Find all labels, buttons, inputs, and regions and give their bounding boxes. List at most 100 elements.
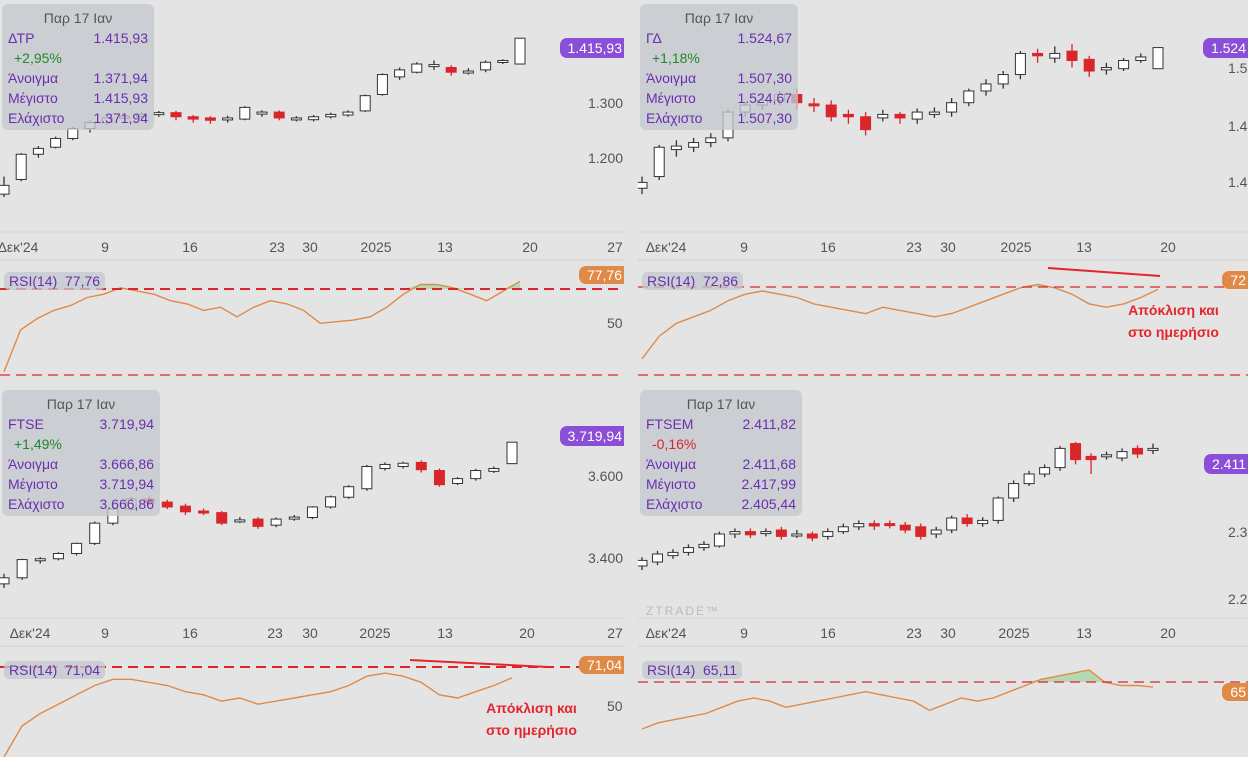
x-tick-label: 20 xyxy=(1160,239,1176,255)
candle-body xyxy=(497,59,509,63)
candle-body xyxy=(853,523,865,528)
candle-body xyxy=(234,519,246,523)
candle-body xyxy=(50,137,62,148)
chart-panel-ftsem: Δεκ'24 9 16 23 30 2025 13 20 Παρ 17 Ιαν FTSEM 2.… xyxy=(638,386,1248,757)
candle-body xyxy=(997,74,1009,85)
close-value: 1.524,67 xyxy=(737,30,793,46)
candle-body xyxy=(806,533,818,539)
candle-body xyxy=(288,516,300,520)
candle-body xyxy=(1054,447,1066,469)
close-value: 1.415,93 xyxy=(93,30,149,46)
rsi-tag: 65 xyxy=(1222,683,1248,701)
candle-body xyxy=(222,117,234,121)
candle-body xyxy=(1070,443,1082,461)
info-box: Παρ 17 Ιαν FTSE 3.719,94 +1,49% Άνοιγμα 3.… xyxy=(2,390,160,516)
open-value: 2.411,68 xyxy=(742,456,796,472)
candle-body xyxy=(1032,52,1044,57)
divergence-line xyxy=(409,659,549,668)
symbol: ΔΤΡ xyxy=(8,30,35,46)
open-value: 1.507,30 xyxy=(737,70,793,86)
y-tick: 3.600 xyxy=(588,468,624,484)
info-box: Παρ 17 Ιαν FTSEM 2.411,82 -0,16% Άνοιγμα 2… xyxy=(640,390,802,516)
candle-body xyxy=(470,470,482,480)
x-tick-label: 16 xyxy=(182,625,198,641)
x-tick-label: 30 xyxy=(940,625,956,641)
open-value: 1.371,94 xyxy=(93,70,149,86)
candle-body xyxy=(32,147,44,155)
candle-body xyxy=(1135,56,1147,61)
x-tick-label: 23 xyxy=(906,625,922,641)
candle-body xyxy=(343,486,355,498)
close-value: 2.411,82 xyxy=(742,416,796,432)
x-tick-label: 20 xyxy=(519,625,535,641)
candle-body xyxy=(16,559,28,579)
candle-body xyxy=(1100,67,1112,71)
chart-svg-2: Δεκ'24 9 16 23 30 2025 13 20 27 xyxy=(0,441,624,757)
price-tag: 2.411 xyxy=(1204,454,1248,474)
candle-body xyxy=(270,518,282,526)
low-value: 1.371,94 xyxy=(93,110,149,126)
candle-body xyxy=(411,63,423,73)
candle-body xyxy=(884,523,896,527)
candle-body xyxy=(1049,52,1061,59)
candle-body xyxy=(325,496,337,508)
candle-body xyxy=(161,501,173,508)
candle-body xyxy=(980,83,992,92)
candle-body xyxy=(963,90,975,104)
candle-body xyxy=(415,461,427,471)
close-value: 3.719,94 xyxy=(99,416,155,432)
candle-body xyxy=(775,529,787,537)
x-tick-label: 2025 xyxy=(1000,239,1031,255)
candle-body xyxy=(682,547,694,553)
x-tick-label: 2025 xyxy=(360,239,391,255)
candle-body xyxy=(506,441,518,465)
open-label: Άνοιγμα xyxy=(646,70,697,86)
y-tick: 2.3 xyxy=(1228,524,1248,540)
x-tick-label: 16 xyxy=(182,239,198,255)
x-tick-label: Δεκ'24 xyxy=(646,239,687,255)
symbol: FTSE xyxy=(8,416,44,432)
candle-body xyxy=(977,519,989,525)
candle-body xyxy=(488,468,500,472)
date-label: Παρ 17 Ιαν xyxy=(686,396,756,412)
low-label: Ελάχιστο xyxy=(8,110,65,126)
candle-body xyxy=(729,531,741,535)
candle-body xyxy=(1066,50,1078,61)
candle-body xyxy=(653,146,665,178)
candle-body xyxy=(170,112,182,118)
open-label: Άνοιγμα xyxy=(8,456,59,472)
candle-body xyxy=(71,542,83,554)
price-tag: 1.415,93 xyxy=(559,38,624,58)
chart-panel-dtr: Δεκ'24 9 16 23 30 2025 13 20 27 Παρ 17 Ιαν ΔΤΡ 1.… xyxy=(0,0,624,378)
low-value: 2.405,44 xyxy=(741,496,797,512)
y-tick: 1.300 xyxy=(588,95,624,111)
candle-body xyxy=(877,113,889,119)
candle-body xyxy=(1083,58,1095,72)
x-tick-label: 30 xyxy=(302,625,318,641)
candle-body xyxy=(204,117,216,121)
divergence-note: Απόκλιση και στο ημερήσιο xyxy=(1128,302,1219,340)
low-value: 3.666,86 xyxy=(99,496,155,512)
change-value: +2,95% xyxy=(14,50,62,66)
candle-body xyxy=(713,533,725,547)
candle-body xyxy=(394,69,406,78)
rsi-line xyxy=(3,280,521,373)
candle-body xyxy=(808,103,820,107)
date-label: Παρ 17 Ιαν xyxy=(46,396,116,412)
candle-body xyxy=(179,505,191,513)
candle-body xyxy=(1101,454,1113,458)
x-tick-label: 16 xyxy=(820,239,836,255)
chart-panel-ftse: Δεκ'24 9 16 23 30 2025 13 20 27 Παρ 17 Ιαν FTSE 3… xyxy=(0,386,624,757)
x-tick-label: 13 xyxy=(1076,239,1092,255)
candle-body xyxy=(0,184,10,195)
chart-panel-gd: Δεκ'24 9 16 23 30 2025 13 20 Παρ 17 Ιαν ΓΔ 1.524… xyxy=(638,0,1248,378)
candle-body xyxy=(480,61,492,71)
candle-body xyxy=(273,111,285,119)
rsi-label: RSI(14) 72,86 xyxy=(642,272,744,290)
candle-body xyxy=(651,553,663,563)
rsi-label: RSI(14) 65,11 xyxy=(642,661,743,679)
candle-body xyxy=(894,113,906,119)
candle-body xyxy=(452,478,464,484)
candle-body xyxy=(928,111,940,115)
candle-body xyxy=(638,181,648,189)
